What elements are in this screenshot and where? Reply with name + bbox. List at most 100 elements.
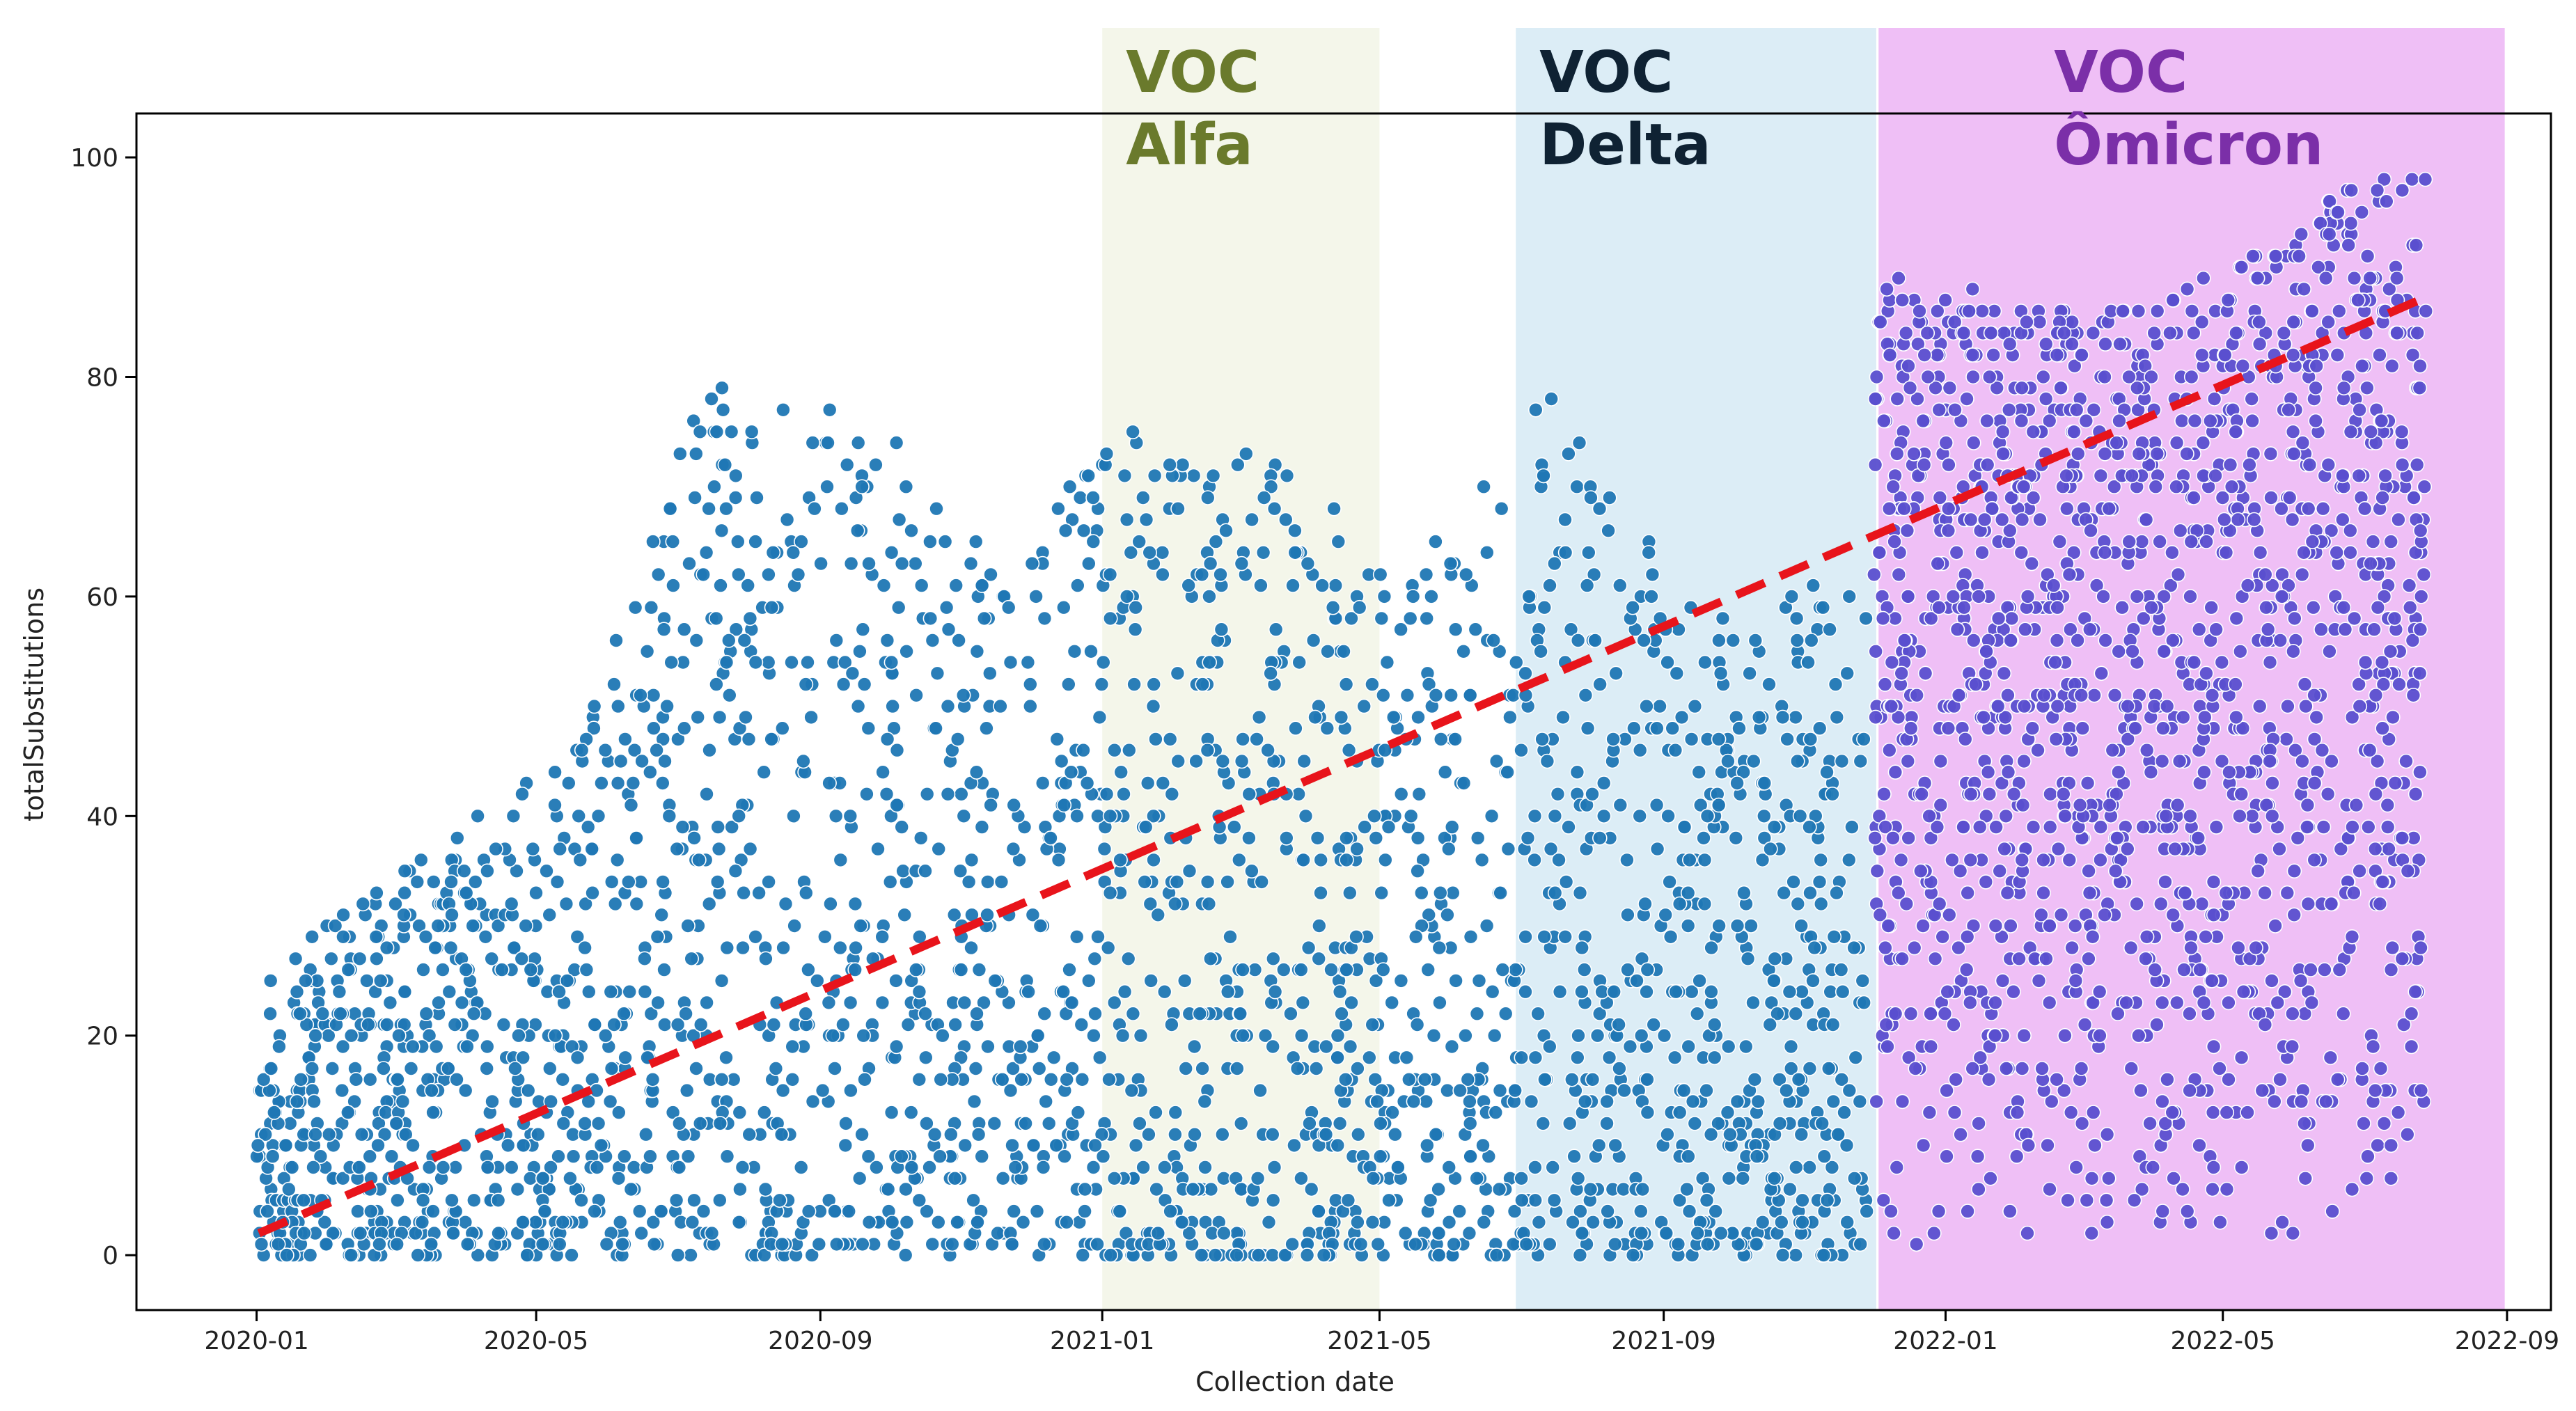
data-point bbox=[1276, 962, 1291, 977]
data-point bbox=[950, 1215, 965, 1230]
data-point bbox=[1750, 1094, 1766, 1110]
data-point bbox=[870, 841, 886, 857]
data-point bbox=[669, 841, 685, 857]
data-point bbox=[2101, 500, 2116, 517]
data-point bbox=[423, 1236, 439, 1252]
data-point bbox=[1825, 1094, 1841, 1110]
data-point bbox=[1738, 1039, 1754, 1055]
data-point bbox=[1754, 1215, 1770, 1230]
data-point bbox=[2043, 787, 2058, 802]
data-point bbox=[2212, 1061, 2227, 1076]
data-point bbox=[2083, 523, 2098, 539]
data-point bbox=[262, 973, 278, 988]
data-point bbox=[1757, 775, 1773, 791]
data-point bbox=[1557, 512, 1573, 528]
data-point bbox=[1338, 677, 1354, 692]
data-point bbox=[1793, 918, 1809, 933]
data-point bbox=[1372, 1149, 1388, 1164]
data-point bbox=[888, 435, 904, 450]
data-point bbox=[1948, 1072, 1963, 1087]
data-point bbox=[2329, 544, 2344, 560]
data-point bbox=[1146, 677, 1161, 692]
data-point bbox=[948, 578, 964, 593]
data-point bbox=[616, 1149, 632, 1164]
data-point bbox=[1393, 787, 1409, 802]
data-point bbox=[2280, 698, 2295, 714]
data-point bbox=[1782, 1181, 1798, 1197]
data-point bbox=[2246, 512, 2262, 528]
data-point bbox=[1489, 753, 1505, 769]
data-point bbox=[1418, 1094, 1434, 1110]
data-point bbox=[2359, 1171, 2375, 1186]
data-point bbox=[1782, 984, 1798, 1000]
data-point bbox=[1319, 1039, 1334, 1055]
data-point bbox=[2086, 402, 2102, 418]
data-point bbox=[1802, 1061, 1818, 1076]
data-point bbox=[1652, 698, 1667, 714]
data-point bbox=[735, 1160, 751, 1175]
data-point bbox=[1124, 1082, 1140, 1098]
data-point bbox=[1682, 852, 1697, 868]
data-point bbox=[704, 391, 719, 407]
data-point bbox=[1966, 435, 1981, 450]
data-point bbox=[742, 841, 758, 857]
data-point bbox=[2412, 764, 2428, 780]
data-point bbox=[898, 479, 914, 495]
data-point bbox=[2031, 973, 2047, 988]
data-point bbox=[2194, 314, 2210, 330]
data-point bbox=[974, 578, 990, 593]
data-point bbox=[2391, 512, 2406, 528]
data-point bbox=[1564, 1072, 1580, 1087]
data-point bbox=[1748, 1236, 1764, 1252]
data-point bbox=[1573, 1204, 1588, 1219]
data-point bbox=[2219, 1181, 2235, 1197]
data-point bbox=[2274, 500, 2289, 517]
data-point bbox=[1059, 1215, 1074, 1230]
data-point bbox=[2179, 446, 2194, 462]
data-point bbox=[278, 1137, 294, 1153]
data-point bbox=[2268, 249, 2284, 264]
data-point bbox=[587, 1204, 602, 1219]
data-point bbox=[1697, 654, 1713, 670]
data-point bbox=[827, 1204, 842, 1219]
x-tick-label: 2020-01 bbox=[204, 1327, 308, 1355]
data-point bbox=[1971, 589, 1986, 604]
data-point bbox=[2412, 622, 2428, 638]
data-point bbox=[340, 1105, 356, 1120]
data-point bbox=[298, 973, 313, 988]
data-point bbox=[1339, 852, 1354, 868]
data-point bbox=[1374, 885, 1389, 901]
data-point bbox=[547, 797, 563, 813]
data-point bbox=[1006, 797, 1021, 813]
data-point bbox=[838, 1116, 854, 1131]
data-point bbox=[1097, 841, 1113, 857]
data-point bbox=[1953, 1126, 1968, 1142]
data-point bbox=[2038, 391, 2054, 407]
data-point bbox=[571, 808, 587, 824]
data-point bbox=[876, 578, 892, 593]
data-point bbox=[687, 490, 702, 505]
data-point bbox=[2293, 226, 2309, 242]
data-point bbox=[618, 732, 633, 747]
data-point bbox=[2307, 732, 2323, 747]
data-point bbox=[1833, 962, 1849, 977]
data-point bbox=[2098, 336, 2113, 352]
data-point bbox=[1213, 567, 1228, 583]
data-point bbox=[1878, 819, 1893, 835]
data-point bbox=[2138, 951, 2153, 967]
data-point bbox=[1393, 973, 1409, 988]
data-point bbox=[665, 1105, 681, 1120]
data-point bbox=[1314, 578, 1330, 593]
data-point bbox=[1408, 1236, 1423, 1252]
data-point bbox=[292, 1006, 308, 1021]
data-point bbox=[1433, 732, 1449, 747]
data-point bbox=[2380, 797, 2396, 813]
data-point bbox=[1640, 962, 1656, 977]
data-point bbox=[2030, 742, 2045, 758]
data-point bbox=[2270, 995, 2286, 1011]
data-point bbox=[2352, 863, 2367, 878]
data-point bbox=[2082, 885, 2098, 901]
data-point bbox=[1241, 787, 1257, 802]
data-point bbox=[1816, 1149, 1832, 1164]
data-point bbox=[411, 918, 427, 933]
